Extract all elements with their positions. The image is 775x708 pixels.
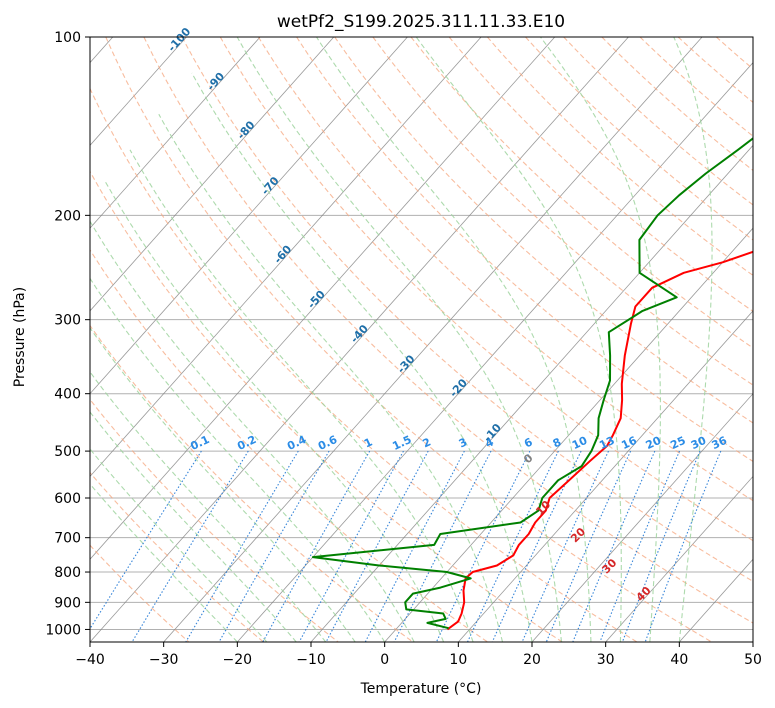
dewpoint-profile-line [311, 137, 753, 630]
x-tick-label: 10 [449, 652, 467, 668]
x-tick-label: 30 [597, 652, 615, 668]
isotherm-line [90, 37, 335, 312]
moist-adiabat-line [158, 113, 504, 642]
moist-adiabat-line [90, 371, 327, 642]
y-tick-label: 600 [54, 491, 81, 507]
x-tick-label: −30 [149, 652, 179, 668]
dry-adiabat-line [257, 37, 753, 502]
isotherm-line [90, 37, 629, 642]
sounding-profiles [311, 137, 753, 631]
mixing-ratio-label: 13 [597, 434, 616, 452]
isotherm-line [163, 37, 703, 642]
isotherm-line [237, 61, 753, 642]
dry-adiabat-line [334, 37, 753, 424]
moist-adiabat-line [236, 37, 563, 642]
mixing-ratio-label: 16 [619, 434, 639, 452]
isotherm-line [384, 227, 753, 642]
moist-adiabat-line [90, 448, 268, 642]
mixing-ratio-line [599, 450, 681, 642]
x-tick-label: 0 [380, 652, 389, 668]
x-tick-label: −10 [296, 652, 326, 668]
mixing-ratio-line [262, 450, 371, 642]
moist-adiabat-line [415, 37, 622, 642]
moist-adiabat-line [104, 180, 445, 642]
y-tick-label: 400 [54, 387, 81, 403]
dry-adiabat-line [181, 37, 753, 582]
isotherm-line [90, 37, 261, 229]
temperature-profile-line [446, 250, 753, 631]
moist-adiabat-line [191, 72, 533, 642]
mixing-ratio-label: 20 [644, 434, 664, 452]
mixing-ratio-line [521, 450, 609, 642]
dry-adiabat-line [143, 37, 753, 624]
dry-adiabat-line [90, 87, 638, 642]
x-tick-label: 40 [670, 652, 688, 668]
dry-adiabat-line [448, 37, 753, 313]
x-axis-label: Temperature (°C) [360, 681, 482, 697]
y-tick-label: 300 [54, 313, 81, 329]
x-tick-label: −20 [223, 652, 253, 668]
isotherm-line [531, 393, 753, 642]
moist-adiabat-line [90, 277, 386, 642]
chart-title: wetPf2_S199.2025.311.11.33.E10 [277, 12, 565, 32]
mixing-ratio-label: 36 [710, 434, 730, 452]
x-tick-label: −40 [75, 652, 105, 668]
mixing-ratio-line [467, 450, 559, 642]
x-tick-label: 50 [744, 652, 762, 668]
dry-adiabat-line [410, 37, 753, 349]
y-tick-label: 900 [54, 595, 81, 611]
isotherm-line [90, 37, 408, 395]
mixing-ratio-label: 30 [689, 434, 709, 452]
isobar-gridlines [90, 37, 753, 630]
dry-adiabats [90, 37, 753, 642]
moist-adiabat-line [90, 326, 356, 642]
y-tick-label: 200 [54, 208, 81, 224]
dry-adiabat-line [90, 170, 563, 642]
y-tick-label: 500 [54, 444, 81, 460]
dry-adiabat-line [486, 37, 753, 277]
mixing-ratio-label: 25 [668, 434, 687, 452]
dry-adiabat-line [105, 37, 712, 642]
y-tick-label: 1000 [45, 622, 81, 638]
moist-adiabat-line [129, 149, 474, 642]
dry-adiabat-line [219, 37, 753, 542]
moist-adiabat-line [90, 220, 415, 642]
mixing-ratio-label: 10 [570, 434, 590, 452]
y-tick-label: 700 [54, 531, 81, 547]
isotherm-line [90, 37, 556, 560]
dry-adiabat-line [90, 249, 488, 642]
mixing-ratio-line [364, 450, 465, 642]
mixing-ratio-line [435, 450, 531, 642]
mixing-ratio-line [621, 450, 701, 642]
plot-frame [89, 36, 754, 643]
moist-adiabat-line [90, 411, 297, 642]
isotherm-line [605, 475, 753, 642]
dry-adiabat-line [563, 37, 753, 206]
mixing-ratio-lines [90, 450, 722, 642]
y-tick-label: 800 [54, 565, 81, 581]
isotherm-lines [90, 37, 753, 642]
y-axis-label: Pressure (hPa) [12, 287, 28, 387]
moist-adiabats [90, 37, 713, 642]
dry-adiabat-line [372, 37, 753, 386]
mixing-ratio-line [298, 450, 404, 642]
dry-adiabat-line [296, 37, 753, 463]
x-axis-ticks: −40 −30 −20 −10 0 10 20 30 40 50 [75, 642, 762, 668]
isotherm-line [90, 37, 482, 478]
y-tick-label: 100 [54, 30, 81, 46]
isotherm-line [90, 37, 187, 146]
mixing-ratio-line [90, 450, 202, 630]
x-tick-label: 20 [523, 652, 541, 668]
moist-adiabat-line [673, 37, 713, 642]
isotherm-line [458, 310, 753, 642]
dry-adiabat-line [90, 324, 414, 642]
moist-adiabat-line [316, 37, 592, 642]
y-axis-ticks: 100 200 300 400 500 600 700 800 900 1000 [45, 30, 90, 638]
mixing-ratio-line [325, 450, 429, 642]
mixing-ratio-line [131, 450, 249, 642]
